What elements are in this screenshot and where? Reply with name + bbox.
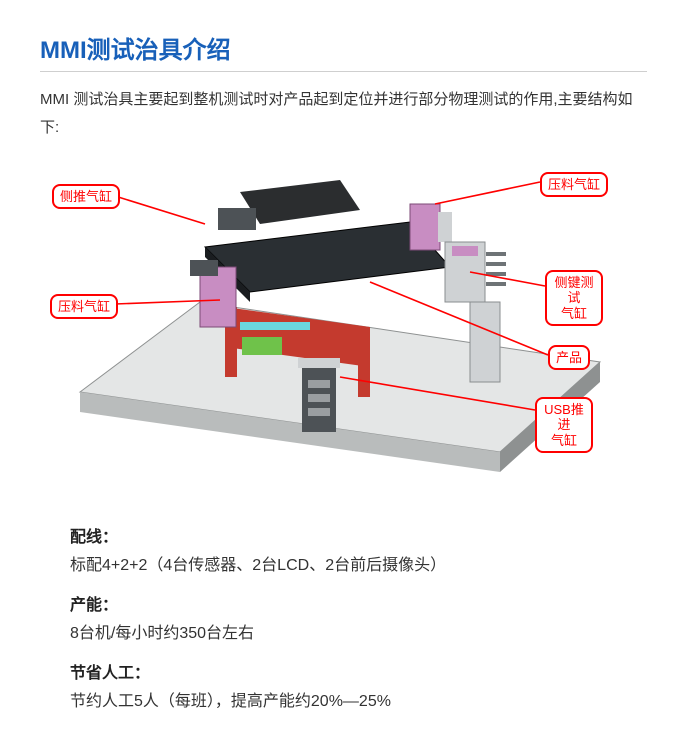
spec-value-capacity: 8台机/每小时约350台左右 xyxy=(70,619,617,649)
cb-press-left: 压料气缸 xyxy=(50,294,118,320)
cb-side-push: 侧推气缸 xyxy=(52,184,120,210)
lead-paragraph: MMI 测试治具主要起到整机测试时对产品起到定位并进行部分物理测试的作用,主要结… xyxy=(40,86,647,142)
spec-value-labor: 节约人工5人（每班），提高产能约20%—25% xyxy=(70,687,617,717)
spec-label-capacity: 产能： xyxy=(70,591,617,615)
spec-value-wiring: 标配4+2+2（4台传感器、2台LCD、2台前后摄像头） xyxy=(70,551,617,581)
page-title: MMI测试治具介绍 xyxy=(40,30,647,65)
cb-product: 产品 xyxy=(548,345,590,371)
spec-label-wiring: 配线： xyxy=(70,523,617,547)
specs-block: 配线： 标配4+2+2（4台传感器、2台LCD、2台前后摄像头） 产能： 8台机… xyxy=(40,507,647,718)
spec-label-labor: 节省人工： xyxy=(70,659,617,683)
title-divider xyxy=(40,71,647,72)
fixture-diagram: 侧推气缸压料气缸压料气缸侧键测试气缸产品USB推进气缸 xyxy=(40,152,630,487)
cb-usb: USB推进气缸 xyxy=(535,397,593,454)
cb-press-right: 压料气缸 xyxy=(540,172,608,198)
cb-side-key: 侧键测试气缸 xyxy=(545,270,603,327)
